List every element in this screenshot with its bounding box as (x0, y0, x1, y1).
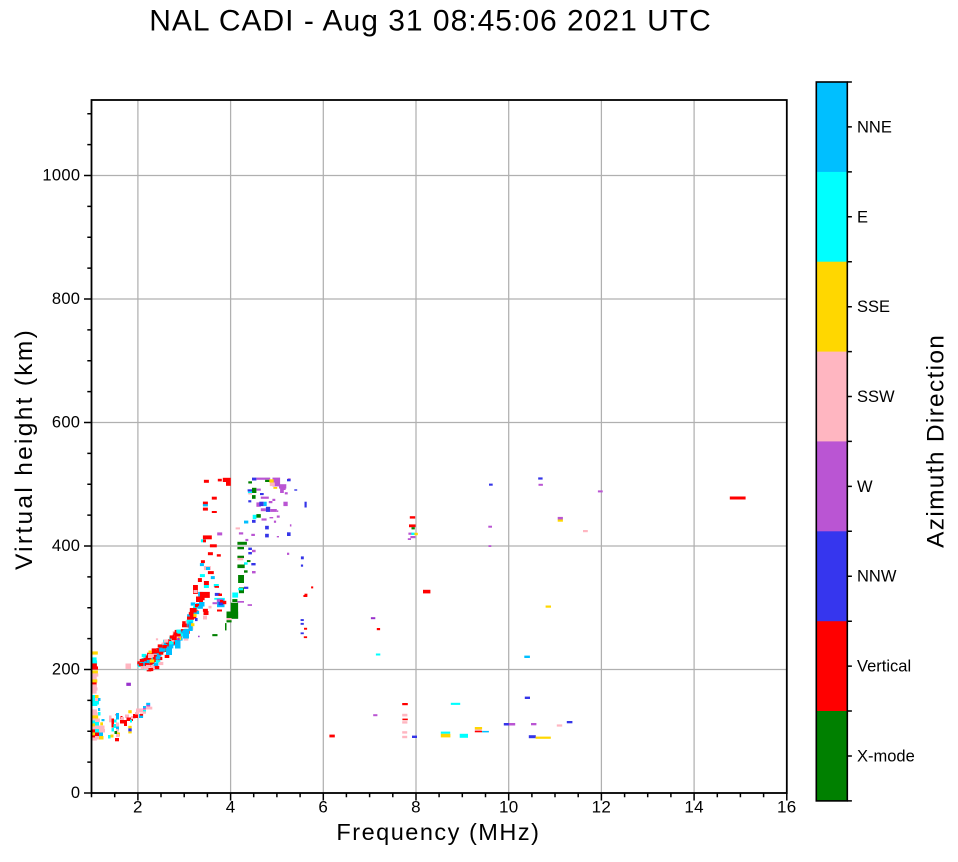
svg-text:400: 400 (52, 537, 80, 555)
svg-text:Azimuth Direction: Azimuth Direction (922, 334, 949, 548)
svg-text:1000: 1000 (42, 166, 80, 184)
svg-text:8: 8 (411, 798, 421, 817)
svg-text:800: 800 (52, 290, 80, 308)
svg-text:NAL CADI - Aug 31 08:45:06 202: NAL CADI - Aug 31 08:45:06 2021 UTC (149, 5, 712, 38)
svg-text:E: E (857, 208, 868, 226)
svg-text:600: 600 (52, 413, 80, 431)
svg-text:6: 6 (318, 798, 328, 817)
svg-text:2: 2 (133, 798, 143, 817)
svg-text:NNE: NNE (857, 118, 892, 136)
svg-text:12: 12 (592, 798, 612, 817)
svg-text:14: 14 (684, 798, 704, 817)
svg-text:NNW: NNW (857, 568, 897, 586)
svg-text:10: 10 (499, 798, 519, 817)
svg-text:4: 4 (226, 798, 236, 817)
svg-text:Vertical: Vertical (857, 658, 911, 676)
svg-text:Frequency (MHz): Frequency (MHz) (336, 819, 540, 845)
svg-text:W: W (857, 478, 873, 496)
svg-text:SSW: SSW (857, 388, 895, 406)
svg-text:16: 16 (777, 798, 797, 817)
svg-text:X-mode: X-mode (857, 748, 915, 766)
svg-text:0: 0 (71, 784, 80, 802)
svg-text:200: 200 (52, 660, 80, 678)
svg-text:SSE: SSE (857, 298, 890, 316)
svg-text:Virtual height (km): Virtual height (km) (11, 328, 38, 570)
